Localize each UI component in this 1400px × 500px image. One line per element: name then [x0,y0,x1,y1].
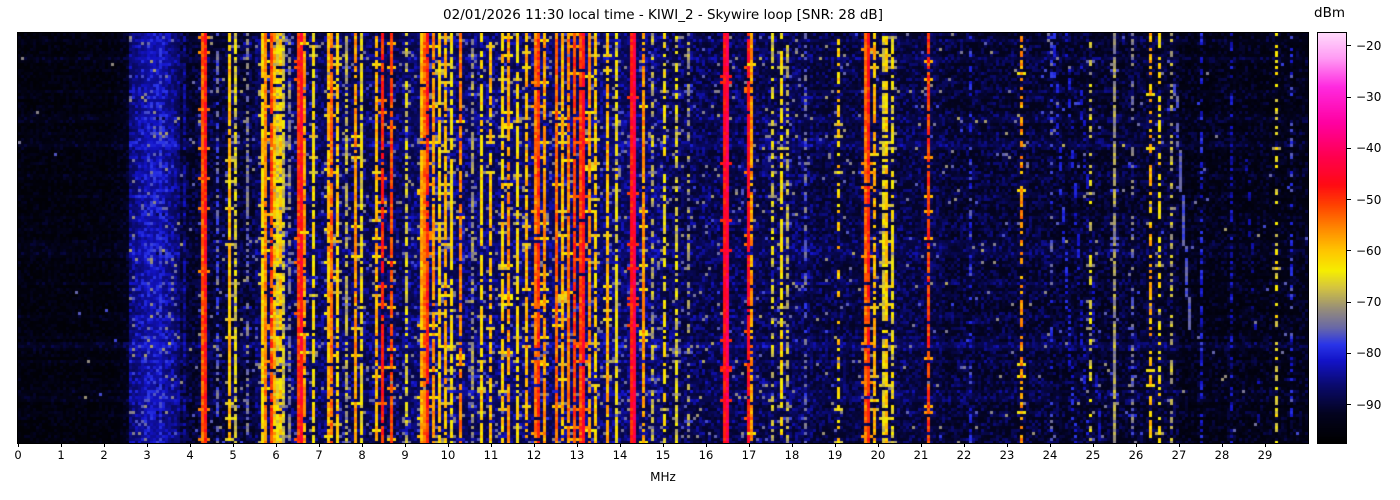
x-tick-mark [1092,443,1094,447]
x-tick-label: 18 [784,448,800,462]
x-tick-label: 8 [358,448,366,462]
x-tick-label: 25 [1085,448,1101,462]
x-tick-label: 14 [612,448,628,462]
x-tick-mark [490,443,492,447]
x-tick-mark [189,443,191,447]
x-tick-mark [791,443,793,447]
colorbar-tick-mark [1347,199,1351,201]
colorbar [1317,32,1347,444]
x-tick-label: 23 [999,448,1015,462]
x-tick-label: 24 [1042,448,1058,462]
x-tick-mark [963,443,965,447]
colorbar-tick-label: −70 [1356,295,1382,310]
colorbar-tick-label: −80 [1356,346,1382,361]
x-tick-label: 26 [1128,448,1144,462]
x-tick-label: 27 [1171,448,1187,462]
colorbar-tick-mark [1347,352,1351,354]
x-tick-mark [1221,443,1223,447]
x-tick-mark [1178,443,1180,447]
colorbar-tick-label: −90 [1356,397,1382,412]
x-tick-label: 3 [143,448,151,462]
x-tick-label: 2 [100,448,108,462]
x-tick-mark [1006,443,1008,447]
colorbar-tick-label: −40 [1356,141,1382,156]
x-tick-mark [17,443,19,447]
x-tick-mark [404,443,406,447]
colorbar-tick-label: −50 [1356,192,1382,207]
colorbar-tick-mark [1347,301,1351,303]
x-tick-label: 10 [440,448,456,462]
x-tick-mark [576,443,578,447]
x-tick-mark [232,443,234,447]
x-tick-label: 13 [569,448,585,462]
colorbar-tick-mark [1347,250,1351,252]
x-tick-mark [705,443,707,447]
x-tick-mark [834,443,836,447]
x-tick-mark [146,443,148,447]
x-tick-label: 4 [186,448,194,462]
x-tick-label: 16 [698,448,714,462]
x-tick-mark [318,443,320,447]
colorbar-tick-mark [1347,45,1351,47]
x-tick-label: 20 [870,448,886,462]
x-tick-label: 6 [272,448,280,462]
x-tick-label: 1 [57,448,65,462]
x-tick-label: 7 [315,448,323,462]
x-tick-mark [447,443,449,447]
x-axis-label: MHz [650,470,676,484]
chart-title: 02/01/2026 11:30 local time - KIWI_2 - S… [443,7,883,23]
colorbar-tick-mark [1347,96,1351,98]
x-tick-mark [619,443,621,447]
x-tick-mark [533,443,535,447]
x-tick-mark [1049,443,1051,447]
waterfall-canvas [18,33,1308,443]
x-tick-label: 29 [1257,448,1273,462]
x-tick-label: 17 [741,448,757,462]
colorbar-tick-mark [1347,147,1351,149]
x-tick-label: 19 [827,448,843,462]
x-tick-mark [1264,443,1266,447]
x-tick-label: 21 [913,448,929,462]
x-tick-mark [877,443,879,447]
colorbar-tick-mark [1347,404,1351,406]
x-tick-mark [275,443,277,447]
x-tick-label: 11 [483,448,499,462]
x-tick-label: 0 [14,448,22,462]
x-tick-mark [1135,443,1137,447]
colorbar-tick-label: −30 [1356,90,1382,105]
x-tick-label: 22 [956,448,972,462]
x-tick-mark [920,443,922,447]
x-tick-mark [60,443,62,447]
x-tick-label: 15 [655,448,671,462]
x-tick-mark [361,443,363,447]
colorbar-tick-label: −20 [1356,38,1382,53]
x-tick-mark [662,443,664,447]
x-tick-label: 5 [229,448,237,462]
colorbar-canvas [1318,33,1346,443]
x-tick-label: 9 [401,448,409,462]
x-tick-label: 28 [1214,448,1230,462]
colorbar-tick-label: −60 [1356,243,1382,258]
x-tick-mark [748,443,750,447]
colorbar-unit-label: dBm [1314,5,1345,21]
x-tick-mark [103,443,105,447]
waterfall-plot [17,32,1309,444]
x-tick-label: 12 [526,448,542,462]
